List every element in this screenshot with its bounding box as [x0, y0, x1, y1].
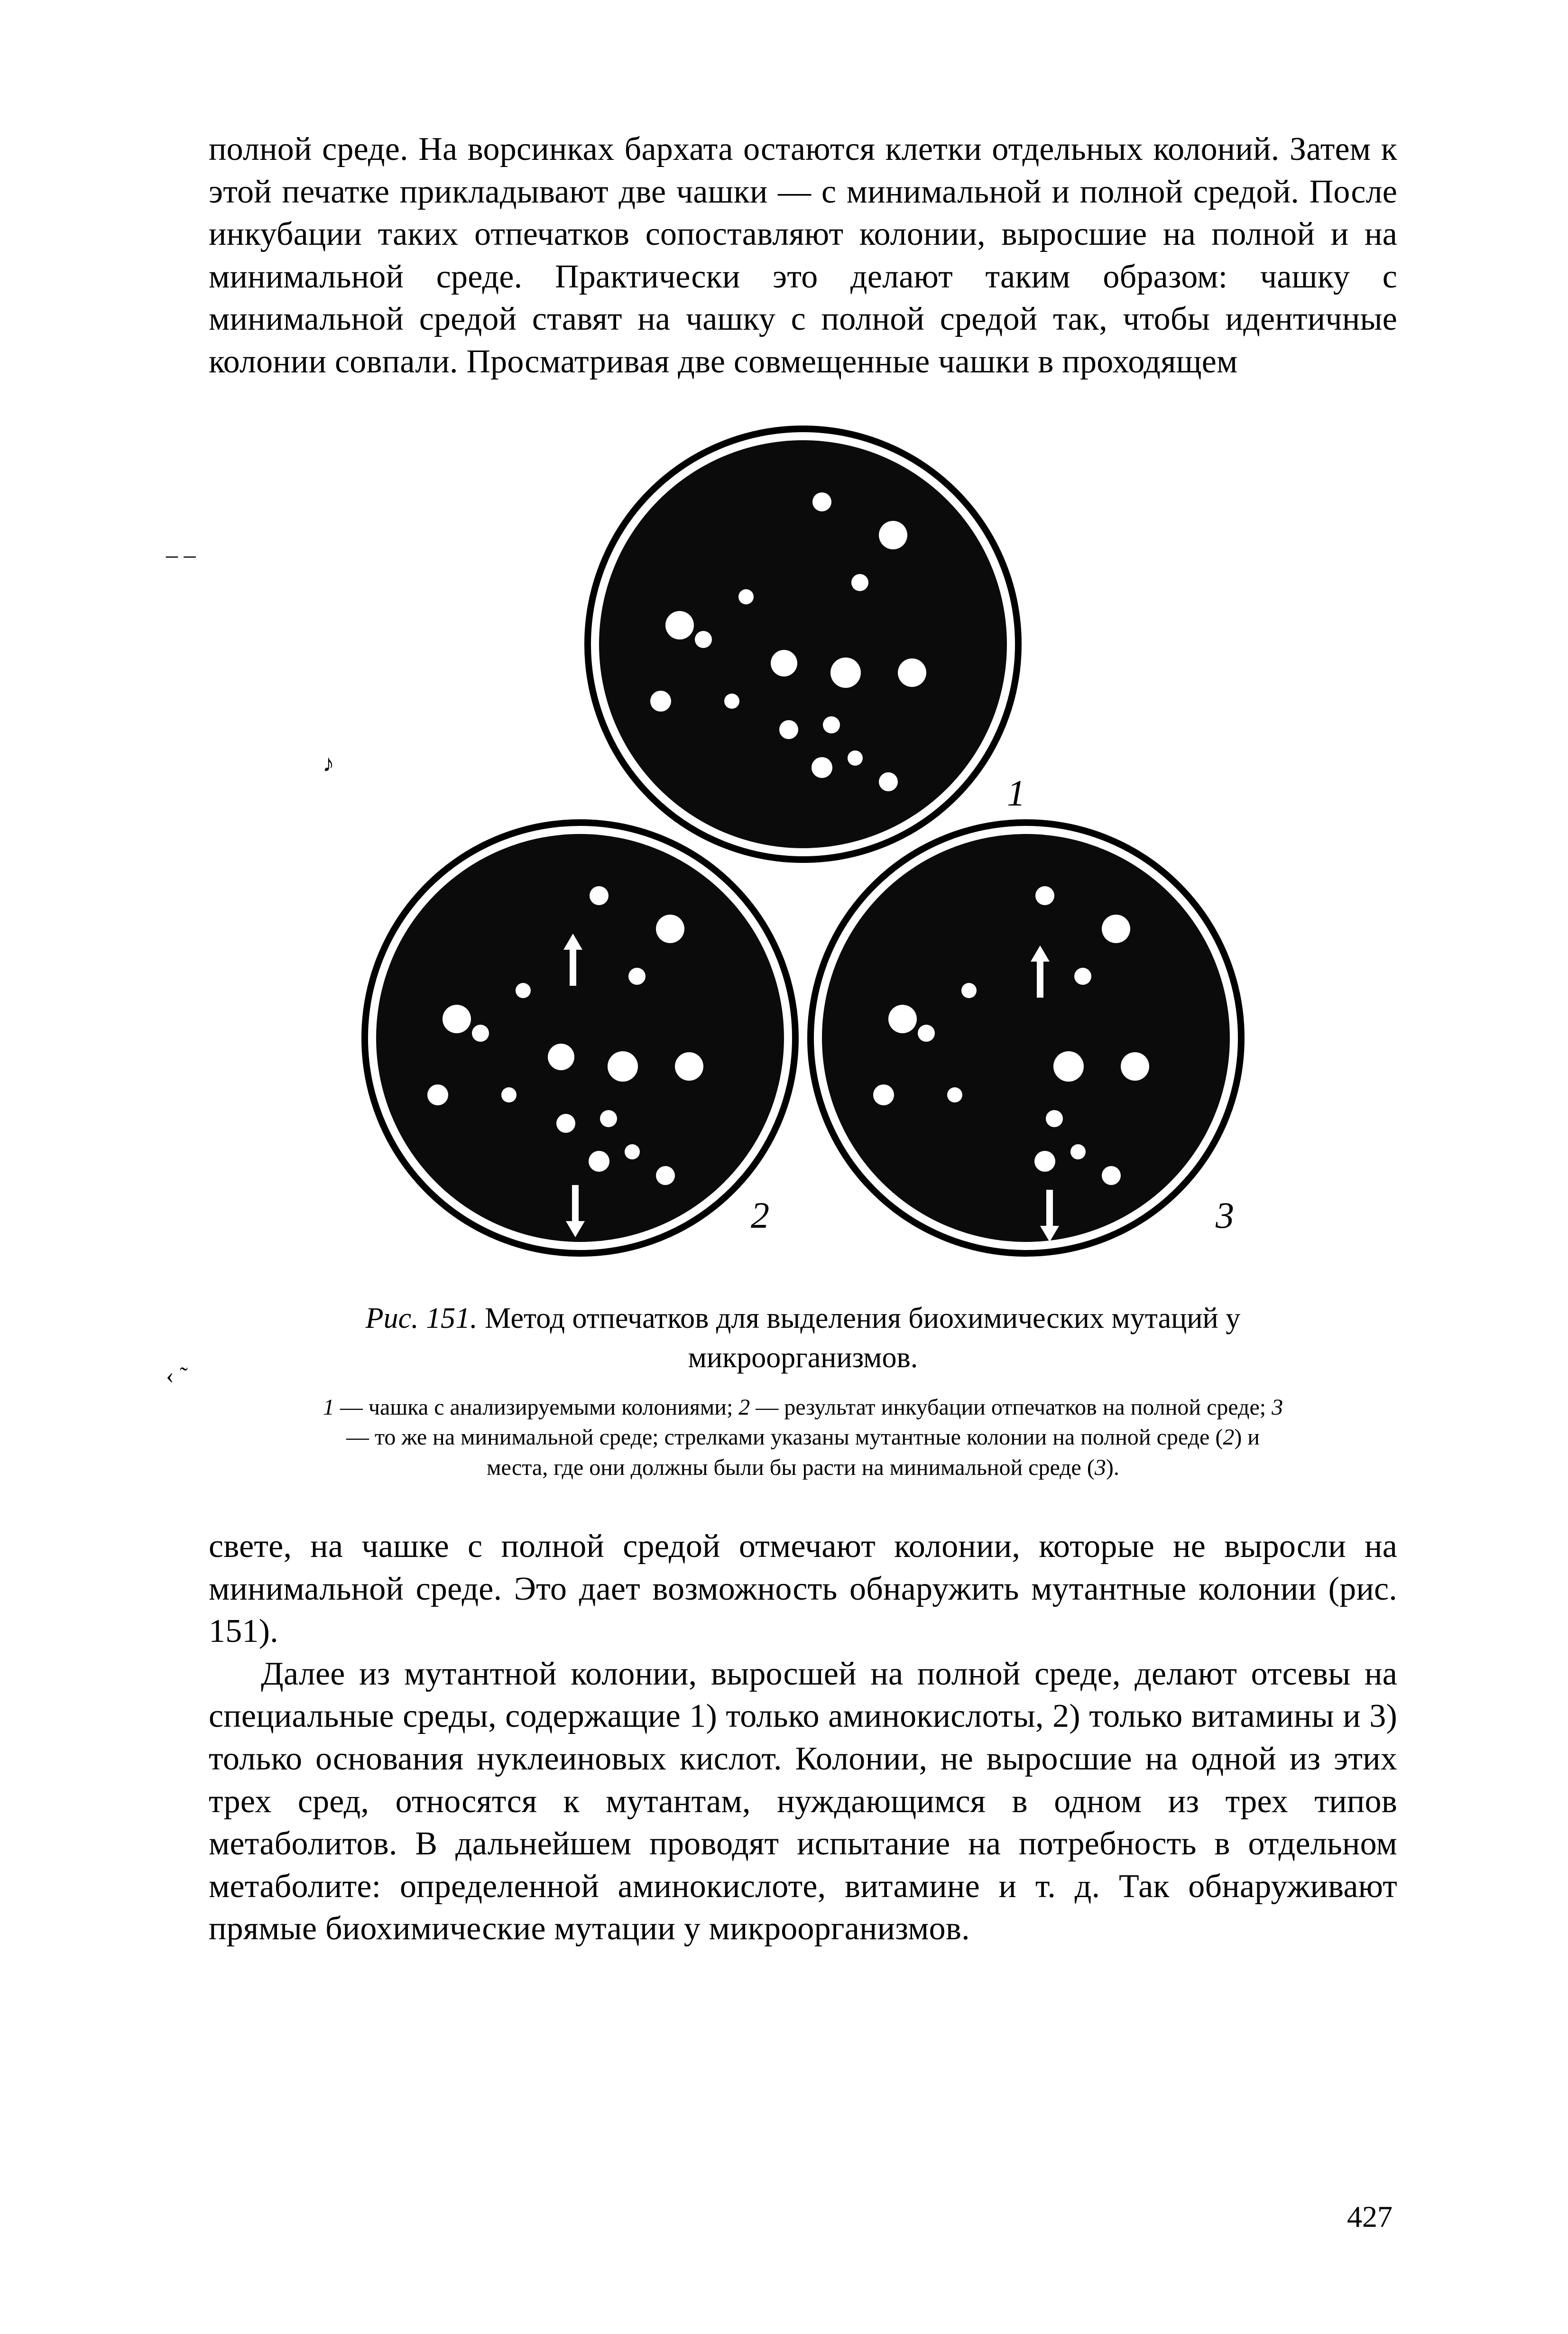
colony-dot — [771, 650, 797, 676]
colony-dot — [625, 1144, 640, 1159]
legend-num: 3 — [1272, 1395, 1283, 1420]
colony-dot — [1053, 1051, 1084, 1082]
figure-caption-text: Метод отпечатков для выделения биохимиче… — [478, 1302, 1241, 1374]
legend-text: — результат инкубации отпе­чатков на пол… — [750, 1395, 1272, 1420]
colony-dot — [1074, 968, 1091, 985]
dish-label: 2 — [751, 1195, 769, 1236]
figure-svg: 1 2 3 — [329, 421, 1277, 1275]
page: – – ♪ ‹ ˜ полной среде. На ворсинках бар… — [0, 0, 1568, 2334]
dish-1: 1 — [588, 429, 1025, 860]
colony-dot — [628, 968, 646, 985]
scan-artifact: ♪ — [323, 750, 334, 777]
legend-num: 2 — [738, 1395, 750, 1420]
legend-text: ). — [1106, 1455, 1119, 1480]
legend-text: — то же на минимальной среде; стрелками … — [346, 1425, 1223, 1450]
colony-dot — [675, 1052, 703, 1081]
colony-dot — [851, 574, 868, 591]
colony-dot — [695, 631, 712, 648]
colony-dot — [848, 750, 863, 766]
figure-legend: 1 — чашка с анализируемыми колониями; 2 … — [318, 1392, 1288, 1482]
scan-artifact: – – — [166, 541, 196, 568]
colony-dot — [1121, 1052, 1149, 1081]
legend-num: 2 — [1223, 1425, 1234, 1450]
paragraph-1: полной среде. На ворсинках бархата остаю… — [209, 128, 1397, 383]
colony-dot — [812, 757, 832, 778]
scan-artifact: ‹ ˜ — [166, 1362, 188, 1389]
colony-dot — [1102, 1166, 1121, 1185]
colony-dot — [443, 1005, 471, 1033]
colony-dot — [1046, 1110, 1063, 1127]
legend-num: 1 — [323, 1395, 334, 1420]
colony-dot — [873, 1084, 894, 1105]
figure-caption-prefix: Рис. 151. — [366, 1302, 478, 1334]
colony-dot — [1035, 886, 1054, 905]
colony-dot — [589, 1151, 609, 1172]
legend-num: 3 — [1095, 1455, 1106, 1480]
paragraph-block-bottom: свете, на чашке с полной средой отмечают… — [209, 1525, 1397, 1950]
colony-dot — [608, 1051, 638, 1082]
colony-dot — [888, 1005, 917, 1033]
colony-dot — [830, 658, 861, 688]
petri-dish — [822, 834, 1230, 1242]
dish-3: 3 — [811, 823, 1241, 1253]
colony-dot — [898, 658, 926, 687]
dish-label: 3 — [1215, 1195, 1234, 1236]
colony-dot — [918, 1025, 935, 1042]
paragraph-block-top: полной среде. На ворсинках бархата остаю… — [209, 128, 1397, 383]
dish-2: 2 — [365, 823, 795, 1253]
colony-dot — [516, 983, 531, 998]
colony-dot — [779, 720, 798, 739]
colony-dot — [1034, 1151, 1055, 1172]
figure-caption: Рис. 151. Метод отпечатков для выделения… — [294, 1299, 1312, 1378]
colony-dot — [600, 1110, 617, 1127]
colony-dot — [1070, 1144, 1086, 1159]
colony-dot — [548, 1044, 574, 1070]
colony-dot — [650, 691, 671, 712]
paragraph-2: свете, на чашке с полной средой отмечают… — [209, 1525, 1397, 1653]
legend-text: — чашка с анализируемыми колониями; — [334, 1395, 738, 1420]
colony-dot — [665, 611, 694, 639]
colony-dot — [879, 521, 907, 549]
colony-dot — [812, 492, 831, 511]
colony-dot — [1102, 915, 1130, 943]
colony-dot — [724, 694, 739, 709]
colony-dot — [656, 1166, 675, 1185]
colony-dot — [961, 983, 977, 998]
colony-dot — [427, 1084, 448, 1105]
figure-151: 1 2 3 — [209, 421, 1397, 1275]
colony-dot — [879, 772, 898, 791]
paragraph-3: Далее из мутантной колонии, выросшей на … — [209, 1653, 1397, 1950]
colony-dot — [590, 886, 609, 905]
colony-dot — [823, 716, 840, 733]
petri-dish — [599, 440, 1007, 848]
colony-dot — [501, 1087, 517, 1102]
page-number: 427 — [1347, 2199, 1393, 2234]
colony-dot — [556, 1114, 575, 1133]
colony-dot — [472, 1025, 489, 1042]
petri-dish — [376, 834, 784, 1242]
colony-dot — [947, 1087, 962, 1102]
colony-dot — [656, 915, 684, 943]
colony-dot — [738, 589, 754, 604]
dish-label: 1 — [1007, 772, 1025, 814]
